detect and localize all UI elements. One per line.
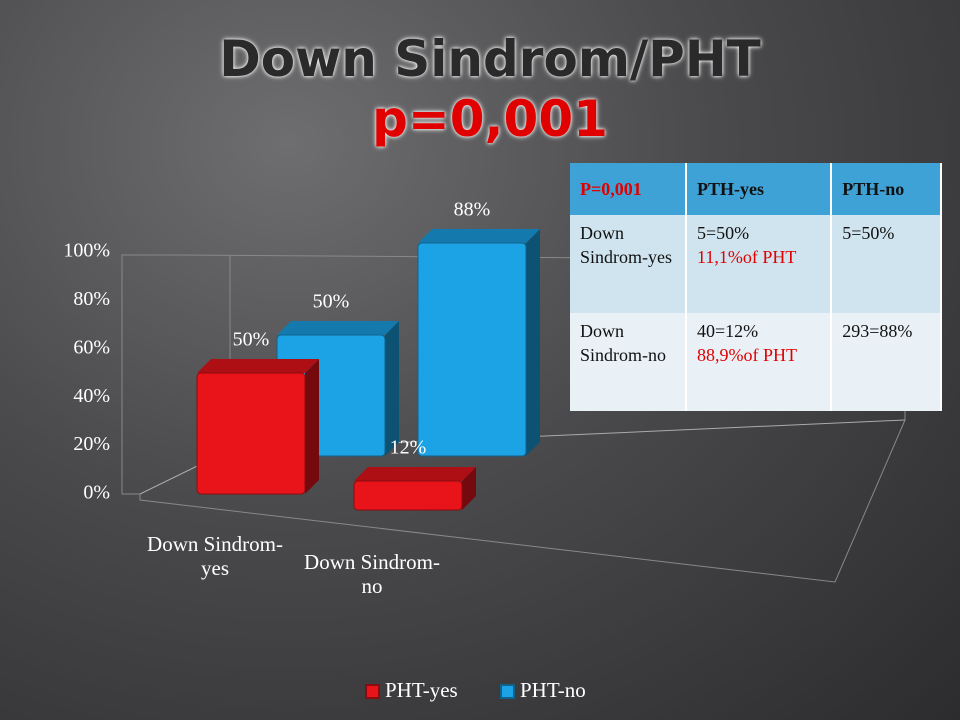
- legend-label: PHT-yes: [385, 678, 458, 702]
- table-header: P=0,001 PTH-yes PTH-no: [570, 163, 942, 215]
- cell-note: 88,9%of PHT: [697, 345, 797, 365]
- legend-label: PHT-no: [520, 678, 586, 702]
- bar-side: [385, 321, 399, 456]
- y-tick-label: 100%: [63, 240, 110, 262]
- y-tick-label: 60%: [73, 336, 110, 358]
- bar-side: [305, 359, 319, 494]
- y-tick-label: 20%: [73, 433, 110, 455]
- value-label: 50%: [233, 329, 270, 351]
- cell: 293=88%: [831, 313, 942, 411]
- x-tick-label: Down Sindrom-no: [304, 550, 440, 598]
- value-label: 50%: [313, 291, 350, 313]
- bar-top: [354, 466, 476, 481]
- x-tick-label: Down Sindrom-yes: [147, 532, 283, 580]
- slide-subtitle: p=0,001: [372, 90, 608, 148]
- cell: 5=50% 11,1%of PHT: [686, 215, 833, 313]
- cell-note: 11,1%of PHT: [697, 247, 797, 267]
- header-cell: P=0,001: [570, 163, 687, 215]
- y-tick-label: 0%: [83, 482, 110, 504]
- cell-text: 40=12%: [697, 321, 759, 341]
- table-row: Down Sindrom-yes 5=50% 11,1%of PHT 5=50%: [570, 215, 942, 313]
- header-cell: PTH-yes: [686, 163, 833, 215]
- row-label: Down Sindrom-yes: [570, 215, 687, 313]
- legend-swatch: [365, 684, 380, 699]
- bar-front: [353, 480, 463, 511]
- bar-top: [277, 321, 399, 335]
- bar-side: [526, 229, 540, 456]
- data-table: P=0,001 PTH-yes PTH-no Down Sindrom-yes …: [570, 163, 942, 411]
- cell: 40=12% 88,9%of PHT: [686, 313, 833, 411]
- value-label: 88%: [454, 199, 491, 221]
- bar: [353, 466, 476, 511]
- cell-text: 5=50%: [697, 223, 750, 243]
- bar: [196, 359, 319, 495]
- table-row: Down Sindrom-no 40=12% 88,9%of PHT 293=88…: [570, 313, 942, 411]
- legend-swatch: [500, 684, 515, 699]
- slide-title: Down Sindrom/PHT: [219, 30, 761, 88]
- y-tick-label: 80%: [73, 288, 110, 310]
- bar-front: [417, 242, 527, 457]
- y-tick-label: 40%: [73, 385, 110, 407]
- header-cell: PTH-no: [831, 163, 942, 215]
- value-label: 12%: [390, 437, 427, 459]
- row-label: Down Sindrom-no: [570, 313, 687, 411]
- cell: 5=50%: [831, 215, 942, 313]
- bar-top: [418, 229, 540, 244]
- bar-side: [462, 466, 476, 510]
- bar: [417, 229, 540, 457]
- bar-top: [197, 359, 319, 373]
- bar-front: [196, 372, 306, 495]
